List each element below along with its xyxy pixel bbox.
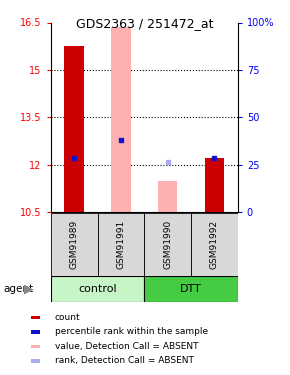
Text: GSM91989: GSM91989 bbox=[70, 219, 79, 269]
Text: control: control bbox=[78, 284, 117, 294]
Bar bbox=[31, 316, 40, 319]
Bar bbox=[51, 276, 144, 302]
Bar bbox=[31, 345, 40, 348]
Bar bbox=[191, 213, 238, 276]
Text: GSM91991: GSM91991 bbox=[116, 219, 125, 269]
Text: count: count bbox=[55, 313, 80, 322]
Text: rank, Detection Call = ABSENT: rank, Detection Call = ABSENT bbox=[55, 356, 193, 365]
Bar bbox=[144, 276, 238, 302]
Bar bbox=[64, 46, 84, 212]
Text: ▶: ▶ bbox=[24, 283, 34, 296]
Bar bbox=[205, 158, 224, 212]
Bar bbox=[158, 181, 177, 212]
Text: agent: agent bbox=[3, 284, 33, 294]
Text: value, Detection Call = ABSENT: value, Detection Call = ABSENT bbox=[55, 342, 198, 351]
Bar bbox=[97, 213, 144, 276]
Text: percentile rank within the sample: percentile rank within the sample bbox=[55, 327, 208, 336]
Bar bbox=[51, 213, 97, 276]
Bar bbox=[31, 359, 40, 363]
Text: GDS2363 / 251472_at: GDS2363 / 251472_at bbox=[76, 17, 214, 30]
Text: GSM91992: GSM91992 bbox=[210, 220, 219, 268]
Bar bbox=[31, 330, 40, 334]
Bar bbox=[111, 27, 131, 212]
Text: DTT: DTT bbox=[180, 284, 202, 294]
Bar bbox=[144, 213, 191, 276]
Text: GSM91990: GSM91990 bbox=[163, 219, 172, 269]
